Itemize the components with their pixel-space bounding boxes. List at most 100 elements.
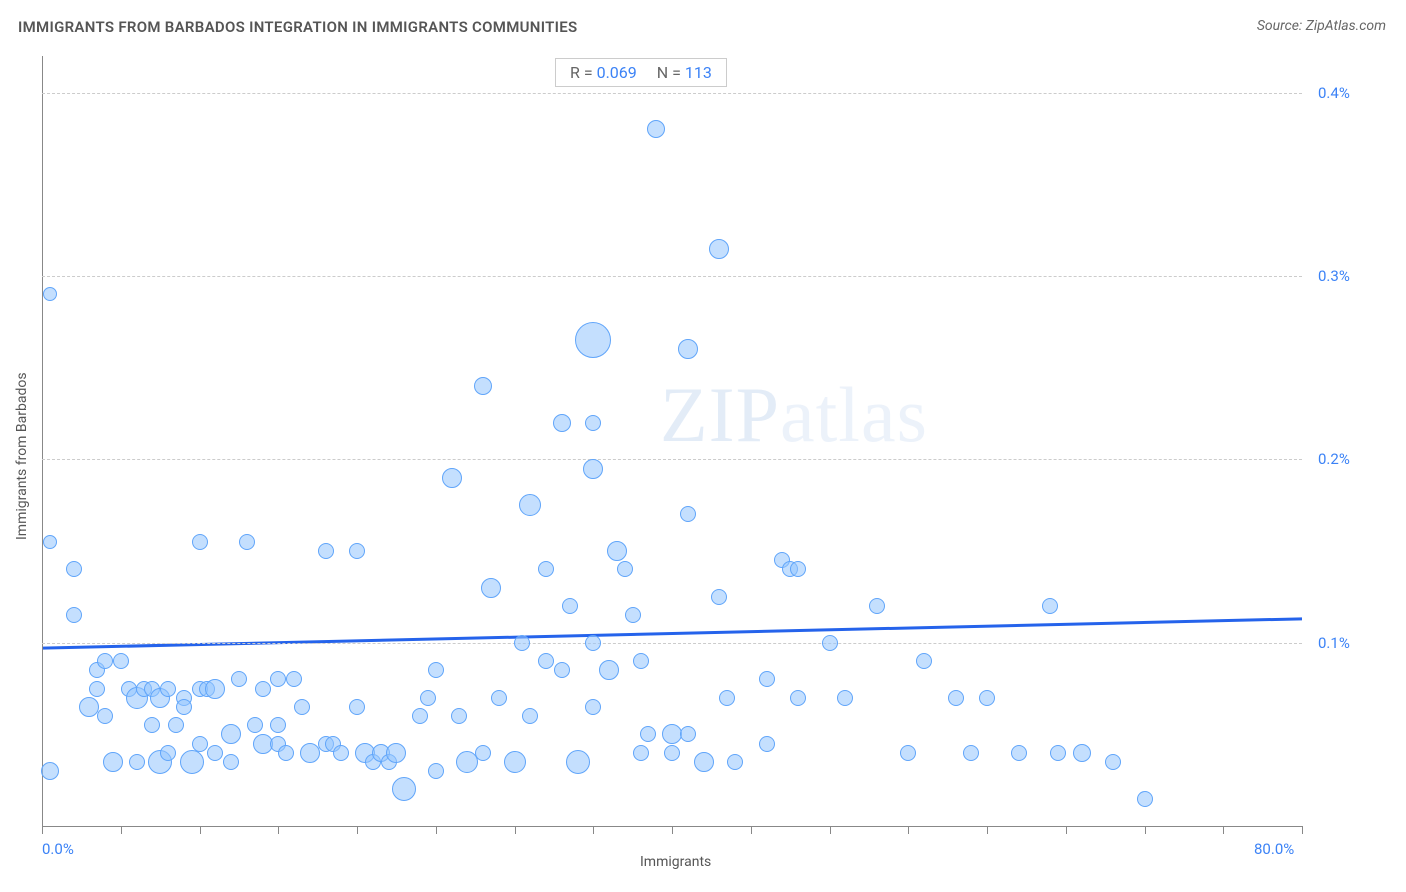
regression-line-svg	[42, 56, 1302, 826]
data-point	[231, 671, 247, 687]
data-point	[562, 598, 578, 614]
data-point	[392, 777, 416, 801]
data-point	[278, 745, 294, 761]
data-point	[617, 561, 633, 577]
data-point	[223, 754, 239, 770]
data-point	[607, 541, 627, 561]
data-point	[837, 690, 853, 706]
x-tick-mark	[1223, 826, 1224, 834]
x-tick-mark	[672, 826, 673, 834]
data-point	[948, 690, 964, 706]
y-tick-label: 0.2%	[1318, 450, 1350, 468]
data-point	[519, 494, 541, 516]
data-point	[129, 754, 145, 770]
data-point	[428, 662, 444, 678]
data-point	[1137, 791, 1153, 807]
data-point	[43, 535, 57, 549]
data-point	[144, 717, 160, 733]
data-point	[180, 750, 204, 774]
data-point	[664, 745, 680, 761]
data-point	[103, 752, 123, 772]
x-axis-label: Immigrants	[640, 854, 711, 870]
data-point	[822, 635, 838, 651]
data-point	[192, 534, 208, 550]
data-point	[504, 751, 526, 773]
grid-line	[42, 93, 1302, 94]
grid-line	[42, 276, 1302, 277]
data-point	[583, 459, 603, 479]
x-tick-mark	[1302, 826, 1303, 834]
x-tick-mark	[42, 826, 43, 834]
data-point	[575, 322, 611, 358]
data-point	[1105, 754, 1121, 770]
regression-line	[42, 619, 1302, 648]
source-name: ZipAtlas.com	[1306, 18, 1386, 34]
grid-line	[42, 643, 1302, 644]
data-point	[678, 339, 698, 359]
data-point	[255, 681, 271, 697]
data-point	[412, 708, 428, 724]
data-point	[420, 690, 436, 706]
data-point	[160, 681, 176, 697]
data-point	[428, 763, 444, 779]
x-tick-label: 80.0%	[1254, 840, 1294, 858]
data-point	[585, 635, 601, 651]
x-tick-mark	[436, 826, 437, 834]
data-point	[160, 745, 176, 761]
data-point	[694, 752, 714, 772]
data-point	[538, 653, 554, 669]
data-point	[566, 750, 590, 774]
data-point	[270, 671, 286, 687]
data-point	[759, 736, 775, 752]
data-point	[221, 724, 241, 744]
x-tick-mark	[1145, 826, 1146, 834]
data-point	[89, 681, 105, 697]
source-label: Source:	[1257, 18, 1302, 34]
data-point	[207, 745, 223, 761]
data-point	[333, 745, 349, 761]
x-tick-mark	[830, 826, 831, 834]
x-tick-mark	[1066, 826, 1067, 834]
data-point	[553, 414, 571, 432]
data-point	[386, 743, 406, 763]
x-tick-mark	[200, 826, 201, 834]
data-point	[318, 543, 334, 559]
x-tick-mark	[121, 826, 122, 834]
data-point	[790, 561, 806, 577]
x-tick-mark	[357, 826, 358, 834]
data-point	[979, 690, 995, 706]
data-point	[1073, 744, 1091, 762]
data-point	[1011, 745, 1027, 761]
data-point	[640, 726, 656, 742]
data-point	[300, 743, 320, 763]
data-point	[963, 745, 979, 761]
data-point	[474, 377, 492, 395]
data-point	[66, 561, 82, 577]
x-tick-label: 0.0%	[42, 840, 74, 858]
source-attribution: Source: ZipAtlas.com	[1257, 18, 1386, 34]
data-point	[294, 699, 310, 715]
data-point	[514, 635, 530, 651]
data-point	[41, 762, 59, 780]
data-point	[633, 745, 649, 761]
y-axis-border	[42, 56, 43, 826]
x-tick-mark	[987, 826, 988, 834]
y-axis-label: Immigrants from Barbados	[14, 372, 30, 540]
data-point	[270, 717, 286, 733]
data-point	[168, 717, 184, 733]
data-point	[680, 506, 696, 522]
data-point	[538, 561, 554, 577]
data-point	[599, 660, 619, 680]
x-tick-mark	[908, 826, 909, 834]
data-point	[711, 589, 727, 605]
data-point	[349, 543, 365, 559]
x-tick-mark	[515, 826, 516, 834]
data-point	[900, 745, 916, 761]
data-point	[113, 653, 129, 669]
data-point	[192, 736, 208, 752]
data-point	[66, 607, 82, 623]
data-point	[481, 578, 501, 598]
y-tick-label: 0.4%	[1318, 84, 1350, 102]
data-point	[522, 708, 538, 724]
chart-container: IMMIGRANTS FROM BARBADOS INTEGRATION IN …	[0, 0, 1406, 892]
